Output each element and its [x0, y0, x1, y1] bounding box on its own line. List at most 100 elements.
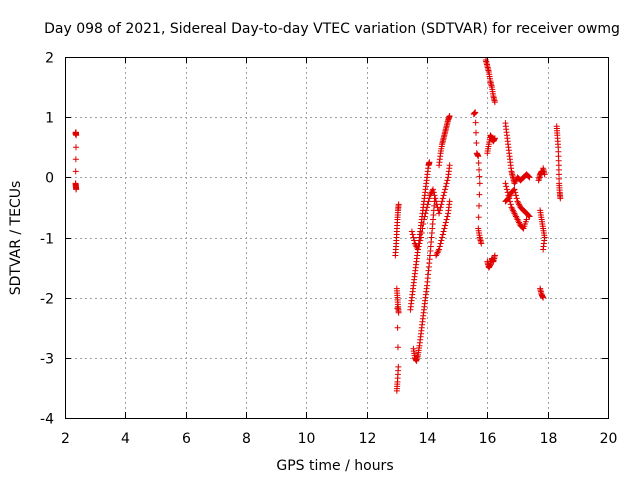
data-point — [421, 213, 428, 220]
track-t14 — [502, 186, 533, 220]
data-point — [434, 249, 441, 256]
data-point — [438, 201, 445, 208]
track-t10 — [484, 132, 498, 157]
data-point — [422, 210, 429, 217]
data-point — [411, 237, 418, 244]
data-point — [512, 189, 519, 196]
track-t6 — [433, 198, 453, 259]
x-tick-label: 4 — [121, 431, 130, 447]
data-point — [420, 220, 427, 227]
data-point — [491, 135, 498, 142]
data-point — [442, 186, 449, 193]
data-point — [503, 186, 510, 193]
data-point — [502, 180, 509, 187]
data-point — [473, 140, 480, 147]
data-point — [73, 186, 80, 193]
data-point — [436, 207, 443, 214]
track-early — [72, 129, 80, 193]
track-t16 — [537, 207, 548, 253]
data-point — [394, 344, 401, 351]
data-point — [418, 229, 425, 236]
data-point — [526, 213, 533, 220]
data-point — [395, 201, 402, 208]
x-tick-label: 6 — [182, 431, 191, 447]
data-point — [73, 132, 80, 139]
data-point — [415, 243, 422, 250]
data-point — [442, 222, 449, 229]
x-tick-label: 18 — [540, 431, 558, 447]
y-tick-label: -1 — [40, 232, 54, 248]
track-t11 — [484, 252, 498, 271]
data-point — [472, 109, 479, 116]
y-tick-label: -2 — [40, 292, 54, 308]
y-tick-label: 2 — [45, 51, 54, 67]
y-tick-label: 1 — [45, 111, 54, 127]
data-point — [540, 294, 547, 301]
data-point — [473, 129, 480, 136]
data-point — [526, 174, 533, 181]
data-point — [437, 240, 444, 247]
y-tick-label: 0 — [45, 171, 54, 187]
data-point — [424, 201, 431, 208]
data-point — [408, 228, 415, 235]
data-point — [491, 252, 498, 259]
data-point — [443, 180, 450, 187]
data-point — [426, 195, 433, 202]
data-point — [536, 174, 543, 181]
data-point — [439, 198, 446, 205]
data-point — [475, 153, 482, 160]
data-point — [437, 204, 444, 211]
data-point — [440, 192, 447, 199]
data-point — [525, 212, 532, 219]
x-tick-label: 16 — [479, 431, 497, 447]
data-point — [507, 201, 514, 208]
data-point — [395, 363, 402, 370]
track-t5 — [408, 162, 453, 253]
data-point — [394, 324, 401, 331]
data-point — [476, 173, 483, 180]
track-t1 — [392, 201, 402, 259]
data-point — [446, 112, 453, 119]
y-axis-label: SDTVAR / TECUs — [8, 181, 24, 296]
data-point — [525, 173, 532, 180]
data-point — [444, 213, 451, 220]
x-tick-label: 8 — [242, 431, 251, 447]
x-tick-label: 10 — [298, 431, 316, 447]
data-point — [557, 195, 564, 202]
x-tick-label: 12 — [359, 431, 377, 447]
track-t18 — [553, 123, 564, 202]
data-point — [419, 225, 426, 232]
grid — [65, 57, 608, 418]
x-tick-label: 2 — [61, 431, 70, 447]
data-point — [439, 234, 446, 241]
data-point — [414, 246, 421, 253]
data-point — [541, 171, 548, 178]
data-point — [395, 309, 402, 316]
data-point — [436, 210, 443, 217]
data-point — [511, 186, 518, 193]
data-point — [439, 231, 446, 238]
data-point — [436, 243, 443, 250]
track-t12 — [502, 180, 530, 232]
data-point — [431, 192, 438, 199]
data-point — [426, 159, 433, 166]
data-point — [409, 231, 416, 238]
track-t2 — [393, 285, 402, 394]
data-point — [442, 183, 449, 190]
data-point — [523, 216, 530, 223]
data-point — [425, 198, 432, 205]
data-point — [436, 246, 443, 253]
data-point — [433, 198, 440, 205]
data-point — [443, 216, 450, 223]
data-point — [440, 228, 447, 235]
data-point — [410, 234, 417, 241]
ticks — [65, 57, 609, 419]
data-point — [476, 180, 483, 187]
data-point — [72, 156, 79, 163]
track-t9 — [482, 57, 498, 106]
y-tick-label: -3 — [40, 352, 54, 368]
track-t7 — [436, 112, 453, 169]
x-tick-labels: 2 4 6 8 10 12 14 16 18 20 — [61, 431, 617, 447]
data-point — [73, 144, 80, 151]
